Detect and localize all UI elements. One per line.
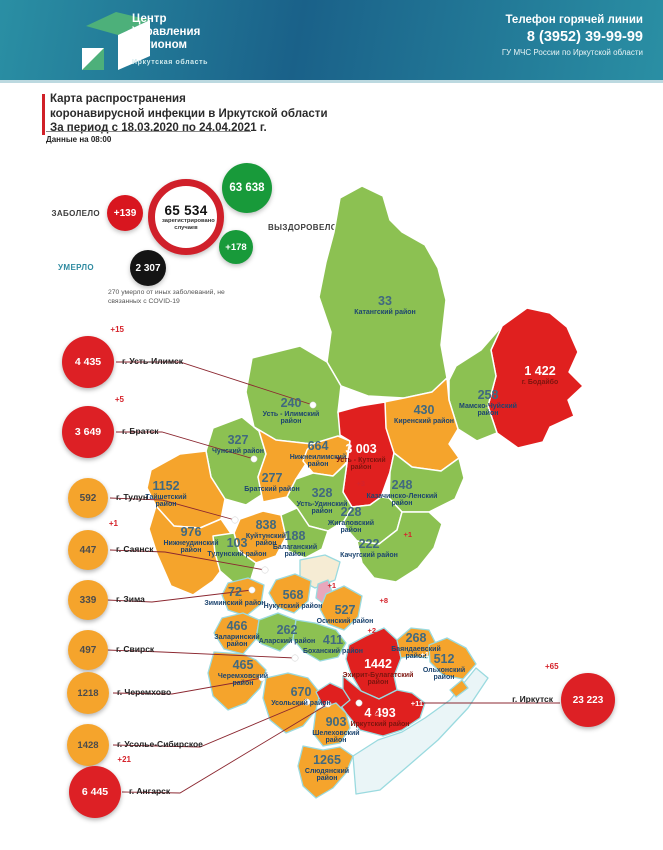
label-slyudyansky: 1265 Слюдянский район [304,753,350,783]
label-taishetsky: 1152 Тайшетский район [145,479,187,509]
label-shelekhovsky: +2 903 Шелеховский район [312,708,379,745]
district-balagansky [280,507,329,559]
infected-delta-circle: +139 [107,195,143,231]
label-ust-ilimsky: 240 Усть - Илимский район [262,396,320,426]
label-balagansky: 188 Балаганский район [272,529,318,559]
district-olkhonsky [428,637,477,680]
deaths-note: 270 умерло от иных заболеваний, не связа… [108,289,225,306]
label-ziminsky: 72 Зиминский район [204,585,266,607]
label-kachugsky: +1 222 Качугский район [340,530,412,559]
city-bratsk: 3 649 +5 г. Братск [62,395,158,458]
district-bokhansky [292,619,347,662]
district-osinsky [319,585,363,631]
label-mamsko-chuisky: 258 Мамско-Чуйский район [459,388,517,418]
district-zalarinsky [213,612,260,655]
hotline-org: ГУ МЧС России по Иркутской области [501,48,643,57]
label-nizhneilimsky: 664 Нижнеилимский район [289,439,347,469]
label-zhigalovsky: 228 Жигаловский район [327,505,375,535]
registered-total: 65 534 [164,202,208,218]
header-banner: Центр Управления Регионом Иркутская област… [0,0,663,83]
city-connector-lines [106,361,560,794]
label-alarsky: 262 Аларский район [258,623,316,645]
hotline-phone: 8 (3952) 39-99-99 [526,29,643,45]
district-kazachinsko-lensky [388,452,465,513]
recovered-delta-circle: +178 [219,230,253,264]
label-bodaibinsky: +3 1 422 г. Бодайбо [521,357,583,386]
label-kirensky: 430 Киренский район [394,403,454,425]
deaths-label: УМЕРЛО [58,263,95,272]
label-bratsky: 277 Братский район [244,471,300,493]
label-cheremkhovsky: 465 Черемховский район [217,658,269,688]
label-kazachinsko-lensky: 248 Казачинско-Ленский район [366,478,438,508]
label-bokhansky: +2 411 Боханский район [302,626,376,655]
district-nukutsky [268,573,312,614]
district-shelekhovsky [312,702,351,747]
recovered-total-circle: 63 638 [222,163,272,213]
label-nizhneudinsky: 976 Нижнеудинский район [163,525,219,555]
title-accent-bar [42,94,45,135]
district-usolsky [262,672,321,734]
label-zalarinsky: 466 Заларинский район [214,619,260,649]
registered-total-circle: 65 534 зарегистрировано случаев [148,179,224,255]
lake-baikal [352,667,489,795]
label-tulunsky: 103 Тулунский район [207,536,267,558]
hotline-block: Телефон горячей линии 8 (3952) 39-99-99 … [502,14,643,57]
city-tulun: 592 г. Тулун [68,478,148,518]
deaths-total-circle: 2 307 [130,250,166,286]
label-usolsky: 670 Усольский район [271,685,331,707]
label-ust-udinsky: +3 328 Усть-Удинский район [296,479,365,516]
district-ekhirit-bulagatsky [345,627,402,700]
label-osinsky: +8 527 Осинский район [316,596,388,625]
label-ekhirit-bulagatsky: +1 1442 Эхирит-Булагатский район [342,650,429,687]
label-bayandaevsky: 268 Баяндаевский район [391,631,441,661]
org-name: Центр Управления Регионом [132,13,201,52]
city-sayansk: 447 +1 г. Саянск [68,519,153,570]
hotline-label: Телефон горячей линии [505,14,643,26]
infected-label: ЗАБОЛЕЛО [51,209,100,218]
olkhon-island [449,679,469,698]
org-region: Иркутская область [132,59,209,66]
district-alarsky [255,612,297,652]
label-olkhonsky: 512 Ольхонский район [422,652,466,682]
city-svirsk: 497 г. Свирск [68,630,154,670]
district-slyudyansky [297,745,354,799]
city-irkutsk: 23 223 +65 г. Иркутск [512,662,615,727]
city-angarsk: 6 445 +21 г. Ангарск [69,755,170,818]
city-ust-ilimsk: 4 435 +15 г. Усть-Илимск [62,325,183,388]
district-cheremkhovsky [207,651,267,711]
label-kuitunsky: 838 Куйтунский район [245,518,287,548]
label-katangsky: 33 Катангский район [354,294,416,316]
label-chunsky: 327 Чунский район [212,433,264,455]
recovered-label: ВЫЗДОРОВЕЛО [268,223,338,232]
city-location-dots [231,401,363,708]
registered-caption: зарегистрировано случаев [162,217,215,231]
district-kachugsky [356,511,443,583]
district-katangsky [318,185,448,399]
city-zima: 339 г. Зима [68,580,145,620]
data-as-of: Данные на 08:00 [46,131,251,144]
label-irkutsky: +11 4 493 Иркутский район [350,699,423,728]
cur-logo-icon [82,12,150,70]
district-angarsky [315,682,351,711]
city-cheremkhovo: 1218 г. Черемхово [67,672,171,714]
label-ust-kutsky: 3 003 Усть - Кутский район [336,442,386,472]
label-nukutsky: +1 568 Нукутский район [263,581,336,610]
city-usolye-sibirskoye: 1428 г. Усолье-Сибирское [67,724,203,766]
